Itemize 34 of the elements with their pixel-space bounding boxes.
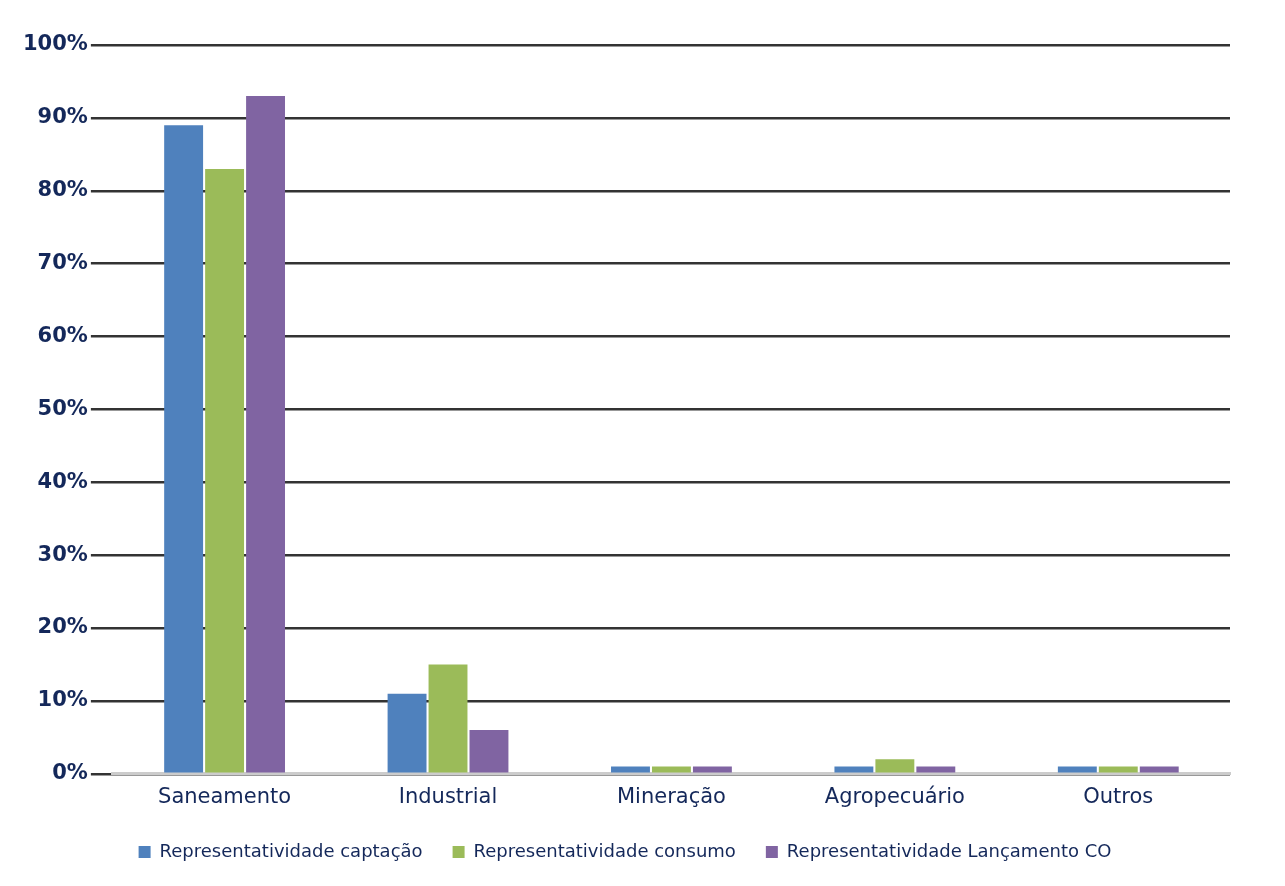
x-tick-label: Outros — [1083, 783, 1154, 808]
bar — [692, 766, 732, 773]
y-tick-label: 20% — [37, 614, 88, 639]
bar — [205, 168, 245, 773]
bar — [246, 96, 286, 773]
bar — [611, 766, 650, 773]
x-tick-label: Industrial — [398, 783, 498, 808]
bar — [875, 759, 915, 773]
bar — [1057, 766, 1097, 773]
bar — [387, 693, 427, 773]
y-tick-label: 80% — [37, 177, 88, 202]
bar — [469, 730, 509, 773]
legend-label: Representatividade captação — [159, 839, 423, 861]
legend-label: Representatividade consumo — [473, 839, 736, 861]
y-tick-label: 60% — [37, 322, 88, 347]
x-tick-label: Mineração — [616, 783, 726, 808]
legend-label: Representatividade Lançamento CO — [786, 839, 1112, 861]
bar — [164, 125, 204, 773]
y-tick-label: 10% — [37, 687, 88, 712]
bar — [916, 766, 956, 773]
bar — [1098, 766, 1138, 773]
y-tick-label: 100% — [22, 31, 88, 56]
y-tick-label: 30% — [37, 541, 88, 566]
x-tick-label: Saneamento — [158, 783, 292, 808]
y-tick-label: 70% — [37, 250, 88, 275]
x-tick-label: Agropecuário — [824, 783, 965, 808]
y-tick-label: 0% — [52, 760, 88, 785]
y-tick-label: 90% — [37, 104, 88, 129]
bar — [834, 766, 874, 773]
y-tick-label: 40% — [37, 468, 88, 493]
bar — [1139, 766, 1179, 773]
bar — [428, 664, 468, 773]
y-tick-label: 50% — [37, 395, 88, 420]
bar — [651, 766, 691, 773]
